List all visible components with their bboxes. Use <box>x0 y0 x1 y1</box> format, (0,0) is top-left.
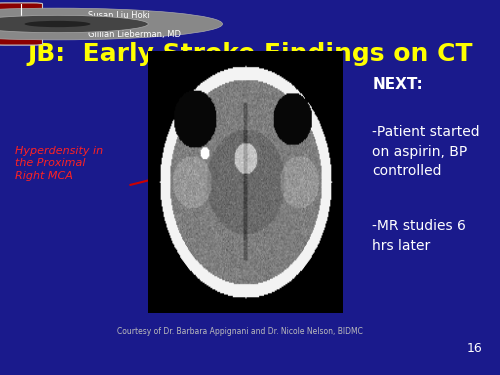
Text: -MR studies 6
hrs later: -MR studies 6 hrs later <box>372 219 466 253</box>
Circle shape <box>0 8 222 40</box>
Text: NEXT:: NEXT: <box>372 77 423 92</box>
Circle shape <box>24 21 90 27</box>
Text: Hyperdensity in
the Proximal
Right MCA: Hyperdensity in the Proximal Right MCA <box>15 146 103 180</box>
Text: Susan Liu Hoki: Susan Liu Hoki <box>88 11 150 20</box>
Text: Courtesy of Dr. Barbara Appignani and Dr. Nicole Nelson, BIDMC: Courtesy of Dr. Barbara Appignani and Dr… <box>117 327 363 336</box>
Text: 16: 16 <box>467 342 482 355</box>
Text: -Patient started
on aspirin, BP
controlled: -Patient started on aspirin, BP controll… <box>372 125 480 178</box>
Text: JB:  Early Stroke Findings on CT: JB: Early Stroke Findings on CT <box>27 42 473 66</box>
FancyBboxPatch shape <box>0 3 42 45</box>
Circle shape <box>0 15 148 33</box>
Text: Gillian Lieberman, MD: Gillian Lieberman, MD <box>88 30 180 39</box>
